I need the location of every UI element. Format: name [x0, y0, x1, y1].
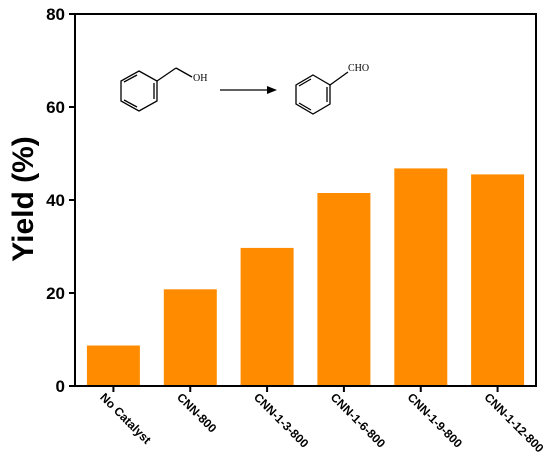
bar-cnn-1-6-800 [317, 193, 371, 386]
reactant-benzene-ring [120, 70, 158, 112]
reactant-ch2-bond [156, 67, 177, 82]
x-tick-label: No Catalyst [97, 390, 154, 447]
reactant-oh-bond [175, 67, 193, 78]
product-group-label: CHO [348, 63, 369, 74]
x-tick-label: CNN-800 [174, 390, 219, 435]
product-cho-bond [329, 71, 349, 86]
product-benzene-ring [295, 74, 331, 115]
y-axis-title: Yield (%) [7, 136, 40, 262]
plot-frame [74, 13, 537, 387]
x-tick-label: CNN-1-6-800 [328, 390, 389, 451]
product-molecule [295, 71, 349, 115]
bars [86, 168, 525, 386]
y-tick-label: 40 [46, 191, 65, 210]
bar-cnn-1-9-800 [394, 168, 448, 386]
y-ticks: 0 20 40 60 80 [46, 5, 75, 396]
y-axis-title-group: Yield (%) [7, 136, 40, 262]
x-tick-label: CNN-1-3-800 [251, 390, 312, 451]
reaction-arrow [220, 86, 277, 94]
x-tick-label: CNN-1-12-800 [481, 390, 546, 455]
y-tick-label: 80 [46, 5, 65, 24]
x-tick-label: CNN-1-9-800 [405, 390, 466, 451]
bar-no-catalyst [86, 345, 140, 386]
reactant-molecule [120, 67, 193, 112]
y-tick-label: 20 [46, 284, 65, 303]
reactant-group-label: OH [193, 73, 207, 84]
y-tick-label: 0 [56, 377, 65, 396]
y-tick-label: 60 [46, 98, 65, 117]
bar-cnn-1-3-800 [240, 247, 294, 386]
reaction-scheme: OH CHO [120, 63, 369, 115]
category-labels: No Catalyst CNN-800 CNN-1-3-800 CNN-1-6-800… [97, 390, 546, 455]
bar-cnn-1-12-800 [471, 174, 525, 386]
bar-cnn-800 [163, 289, 217, 386]
